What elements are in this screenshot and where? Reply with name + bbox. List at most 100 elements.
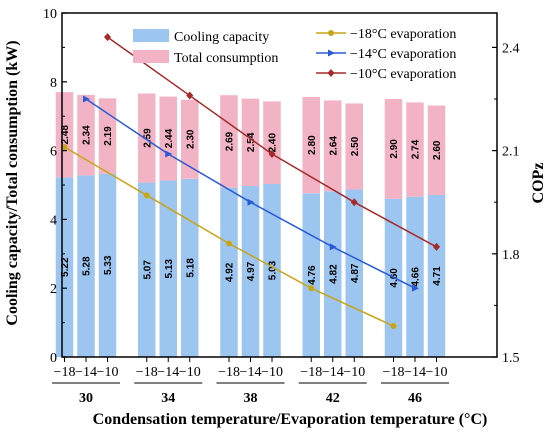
- line-marker: [433, 242, 440, 251]
- legend-label: Cooling capacity: [174, 30, 269, 45]
- bar-label-cooling-capacity: 4.66: [411, 267, 422, 287]
- bar-total-consumption: [406, 102, 424, 197]
- line-marker: [83, 95, 90, 103]
- x-subcategory-label: −10: [97, 365, 119, 380]
- bar-total-consumption: [220, 95, 238, 188]
- x-group-label: 34: [161, 391, 175, 406]
- x-subcategory-label: −18: [136, 365, 158, 380]
- line-marker: [327, 69, 335, 77]
- bar-label-total-consumption: 2.40: [268, 133, 279, 153]
- y-tick-label: 0: [50, 351, 57, 366]
- bar-total-consumption: [302, 96, 320, 194]
- legend-label: −14°C evaporation: [350, 47, 456, 62]
- bar-cooling-capacity: [345, 189, 363, 357]
- x-subcategory-label: −14: [404, 365, 426, 380]
- line-marker: [350, 198, 358, 207]
- line-marker: [226, 240, 232, 247]
- bar-total-consumption: [77, 94, 95, 176]
- bar-label-total-consumption: 2.30: [185, 129, 196, 149]
- y2-tick-label: 1.8: [502, 248, 520, 263]
- bar-label-total-consumption: 2.54: [246, 132, 257, 152]
- bar-total-consumption: [427, 105, 446, 195]
- bar-cooling-capacity: [241, 186, 260, 357]
- bar-label-cooling-capacity: 4.82: [328, 264, 339, 284]
- bar-label-cooling-capacity: 5.33: [103, 255, 114, 275]
- bar-label-total-consumption: 2.19: [103, 126, 114, 146]
- x-subcategory-label: −18: [218, 365, 240, 380]
- x-axis-title: Condensation temperature/Evaporation tem…: [93, 411, 488, 428]
- x-subcategory-label: −10: [179, 365, 201, 380]
- bar-label-cooling-capacity: 5.22: [60, 257, 71, 277]
- y-axis-title: Cooling capacity/Total consumption (kW): [4, 40, 21, 325]
- bar-total-consumption: [263, 101, 281, 184]
- x-subcategory-label: −18: [300, 365, 322, 380]
- legend-swatch: [133, 50, 169, 63]
- y-tick-label: 8: [50, 76, 57, 91]
- bar-cooling-capacity: [427, 194, 446, 357]
- bar-total-consumption: [384, 99, 403, 199]
- bar-label-total-consumption: 2.90: [389, 139, 400, 159]
- line-marker: [390, 323, 397, 330]
- lines-layer: [61, 33, 440, 330]
- bar-total-consumption: [181, 99, 199, 179]
- x-group-label: 38: [244, 391, 258, 406]
- bar-total-consumption: [241, 98, 260, 187]
- x-group-label: 42: [326, 391, 340, 406]
- bar-cooling-capacity: [263, 183, 281, 357]
- y-tick-label: 4: [50, 213, 57, 228]
- line-marker: [143, 192, 150, 199]
- bar-total-consumption: [55, 92, 74, 178]
- bar-label-total-consumption: 2.44: [164, 128, 175, 148]
- bar-label-cooling-capacity: 5.28: [82, 256, 93, 276]
- bar-cooling-capacity: [302, 193, 320, 357]
- bar-label-cooling-capacity: 5.13: [164, 259, 175, 279]
- x-subcategory-label: −14: [75, 365, 97, 380]
- bar-label-total-consumption: 2.50: [350, 136, 361, 156]
- bar-label-total-consumption: 2.80: [307, 135, 318, 155]
- y-tick-label: 10: [43, 7, 57, 22]
- bar-label-total-consumption: 2.59: [142, 128, 153, 148]
- y2-tick-label: 1.5: [502, 351, 520, 366]
- y2-tick-label: 2.4: [502, 41, 520, 56]
- bar-label-cooling-capacity: 4.87: [350, 263, 361, 283]
- bar-total-consumption: [324, 100, 342, 192]
- bar-cooling-capacity: [324, 191, 342, 357]
- line-marker: [268, 150, 276, 159]
- y-tick-label: 6: [50, 145, 57, 160]
- x-subcategory-label: −14: [157, 365, 179, 380]
- legend-swatch: [133, 29, 169, 42]
- bar-label-total-consumption: 2.48: [60, 125, 71, 145]
- x-subcategory-label: −18: [54, 365, 76, 380]
- x-group-label: 46: [408, 391, 422, 406]
- bar-label-cooling-capacity: 5.07: [142, 260, 153, 280]
- legend: Cooling capacity Total consumption −18°C e…: [133, 27, 456, 82]
- line-marker: [165, 150, 173, 158]
- x-subcategory-label: −10: [343, 365, 365, 380]
- x-subcategory-label: −14: [240, 365, 262, 380]
- line-marker: [328, 30, 334, 36]
- bar-label-total-consumption: 2.69: [225, 131, 236, 151]
- bar-total-consumption: [138, 93, 156, 183]
- y-tick-label: 2: [50, 282, 57, 297]
- bar-cooling-capacity: [55, 177, 74, 357]
- x-subcategory-label: −10: [426, 365, 448, 380]
- line-marker: [186, 91, 194, 100]
- line-marker: [329, 243, 337, 251]
- line-marker: [61, 144, 68, 151]
- bar-label-cooling-capacity: 4.76: [307, 265, 318, 285]
- bar-label-cooling-capacity: 4.71: [432, 266, 443, 286]
- bar-label-cooling-capacity: 5.03: [268, 260, 279, 280]
- bar-label-total-consumption: 2.74: [411, 139, 422, 159]
- x-group-label: 30: [79, 391, 93, 406]
- x-subcategory-label: −10: [261, 365, 283, 380]
- y2-tick-label: 2.1: [502, 145, 520, 160]
- legend-label: Total consumption: [174, 51, 278, 66]
- line-marker: [104, 33, 111, 42]
- bar-label-cooling-capacity: 4.97: [246, 261, 257, 281]
- bar-label-cooling-capacity: 4.92: [225, 262, 236, 282]
- x-subcategory-label: −14: [322, 365, 344, 380]
- bar-total-consumption: [345, 103, 363, 190]
- bar-label-total-consumption: 2.64: [328, 136, 339, 156]
